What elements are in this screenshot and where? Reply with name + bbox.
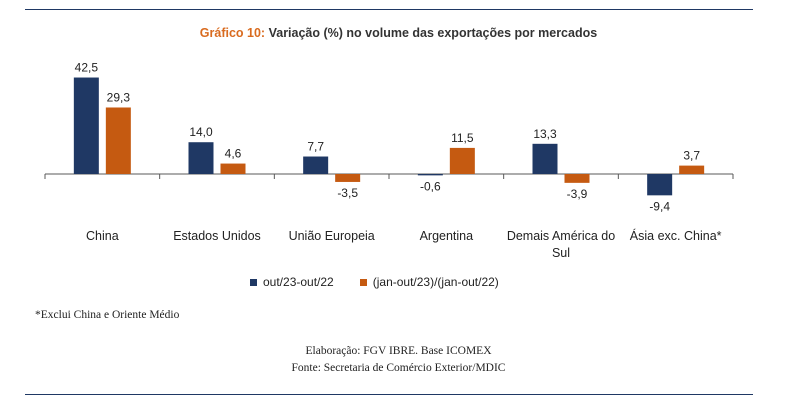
category-label: Argentina — [420, 229, 474, 243]
bar-series1 — [188, 142, 214, 174]
footnote: *Exclui China e Oriente Médio — [35, 309, 180, 321]
legend-item-series2: (jan-out/23)/(jan-out/22) — [359, 275, 499, 289]
category-label: Sul — [552, 246, 570, 260]
data-label: 14,0 — [189, 125, 213, 139]
legend-item-series1: out/23-out/22 — [250, 275, 334, 289]
chart-title-prefix: Gráfico 10: — [199, 26, 266, 40]
bottom-rule — [25, 394, 753, 395]
credit-elaboration: Elaboração: FGV IBRE. Base ICOMEX — [305, 345, 492, 357]
bar-series2 — [679, 165, 705, 174]
top-rule — [25, 9, 753, 10]
category-label: Estados Unidos — [173, 229, 261, 243]
bar-series1 — [647, 174, 673, 196]
data-label: 29,3 — [107, 90, 131, 104]
legend-swatch-series1 — [250, 278, 257, 286]
legend-label-series2: (jan-out/23)/(jan-out/22) — [372, 275, 499, 289]
bar-chart: 42,5 29,3 China 14,0 4,6 Estados Unidos 7,7 -3,… — [44, 61, 734, 260]
data-label: -9,4 — [649, 199, 670, 213]
data-label: 7,7 — [307, 140, 324, 154]
data-label: 11,5 — [451, 131, 474, 145]
data-label: 42,5 — [75, 61, 99, 75]
legend-label-series1: out/23-out/22 — [263, 275, 334, 289]
data-label: 13,3 — [533, 127, 557, 141]
bar-series2 — [449, 147, 475, 174]
chart-title: Gráfico 10: Variação (%) no volume das e… — [0, 26, 797, 40]
bar-series1 — [303, 156, 329, 174]
legend-swatch-series2 — [359, 278, 367, 286]
category-label: China — [86, 229, 119, 243]
bar-series1 — [73, 77, 99, 174]
data-label: -3,9 — [567, 187, 588, 201]
category-label: União Europeia — [289, 229, 375, 243]
bar-series2 — [564, 174, 590, 183]
bar-series1 — [532, 143, 558, 174]
bar-series2 — [220, 163, 246, 174]
bar-series2 — [335, 174, 361, 182]
chart-title-text: Variação (%) no volume das exportações p… — [268, 26, 598, 40]
data-label: 4,6 — [225, 147, 242, 161]
category-label: Ásia exc. China* — [630, 228, 722, 243]
data-label: 3,7 — [683, 149, 700, 163]
data-label: -3,5 — [337, 186, 358, 200]
bar-series1 — [417, 174, 443, 176]
chart-legend: out/23-out/22 (jan-out/23)/(jan-out/22) — [250, 275, 525, 289]
credit-source: Fonte: Secretaria de Comércio Exterior/M… — [291, 362, 506, 374]
bar-series2 — [105, 107, 131, 174]
data-label: -0,6 — [420, 179, 441, 193]
category-label: Demais América do — [507, 229, 615, 243]
